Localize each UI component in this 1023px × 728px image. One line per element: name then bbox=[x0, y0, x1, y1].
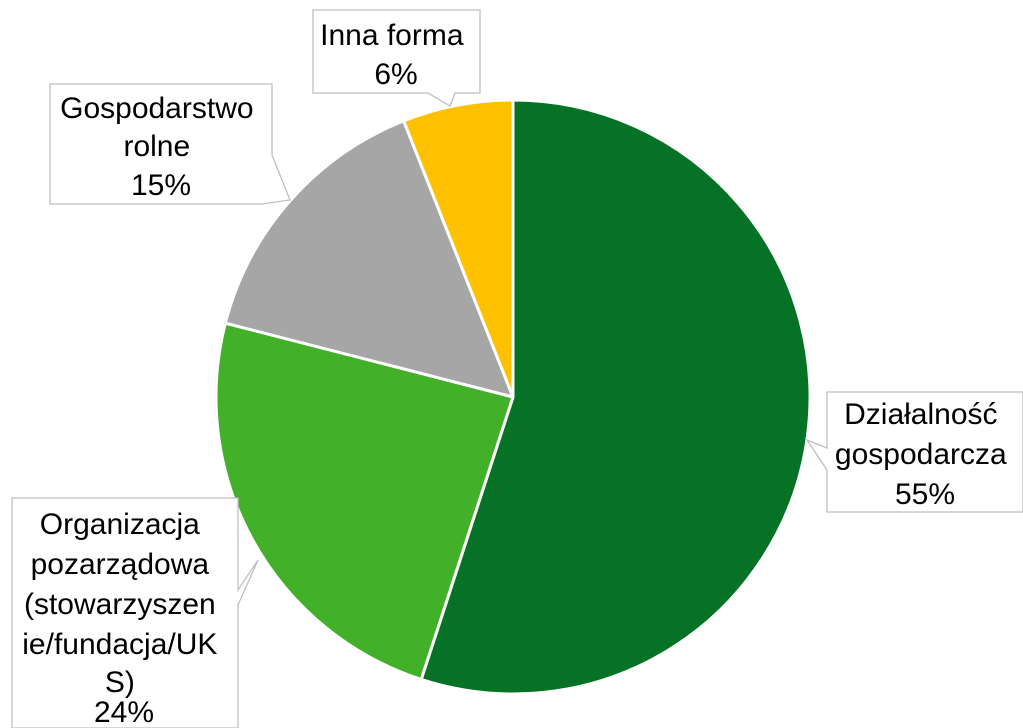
pie-slice-dzialalnosc bbox=[419, 98, 812, 696]
slice-label-line: pozarządowa bbox=[31, 548, 210, 581]
slice-label-line: Działalność bbox=[844, 398, 997, 431]
slice-value-label: 15% bbox=[131, 169, 191, 202]
slice-label-inna-forma: Inna forma 6% bbox=[320, 19, 472, 91]
slice-label-line: ie/fundacja/UK bbox=[22, 628, 217, 661]
slice-label-organizacja: Organizacja pozarządowa (stowarzyszen ie… bbox=[22, 508, 225, 728]
callout-box-organizacja bbox=[11, 497, 259, 728]
slice-value-label: 6% bbox=[374, 58, 417, 91]
slice-label-line: gospodarcza bbox=[835, 438, 1007, 471]
slice-label-line: Gospodarstwo bbox=[60, 92, 253, 125]
callout-box-gospodarstwo bbox=[49, 83, 291, 205]
callout-dzialalnosc: Działalność gospodarcza 55% bbox=[805, 391, 1023, 513]
slice-label-line: Organizacja bbox=[40, 508, 200, 541]
callout-inna-forma: Inna forma 6% bbox=[312, 9, 481, 107]
slice-label-line: (stowarzyszen bbox=[24, 588, 216, 621]
callout-box-dzialalnosc bbox=[805, 391, 1023, 513]
slice-value-label: 55% bbox=[895, 478, 955, 511]
pie-slice-inna-forma bbox=[402, 98, 515, 399]
pie-slice-organizacja bbox=[214, 321, 515, 681]
slice-label-dzialalnosc: Działalność gospodarcza 55% bbox=[835, 398, 1015, 511]
slice-label-line: Inna forma bbox=[320, 19, 464, 52]
callout-organizacja: Organizacja pozarządowa (stowarzyszen ie… bbox=[11, 497, 259, 728]
slice-label-line: rolne bbox=[123, 130, 190, 163]
callout-box-inna-forma bbox=[312, 9, 481, 107]
slice-value-label: 24% bbox=[94, 696, 154, 728]
pie-slices bbox=[214, 98, 812, 696]
callout-gospodarstwo: Gospodarstwo rolne 15% bbox=[49, 83, 291, 205]
slice-label-line: S) bbox=[105, 666, 135, 699]
slice-label-gospodarstwo: Gospodarstwo rolne 15% bbox=[60, 92, 262, 202]
